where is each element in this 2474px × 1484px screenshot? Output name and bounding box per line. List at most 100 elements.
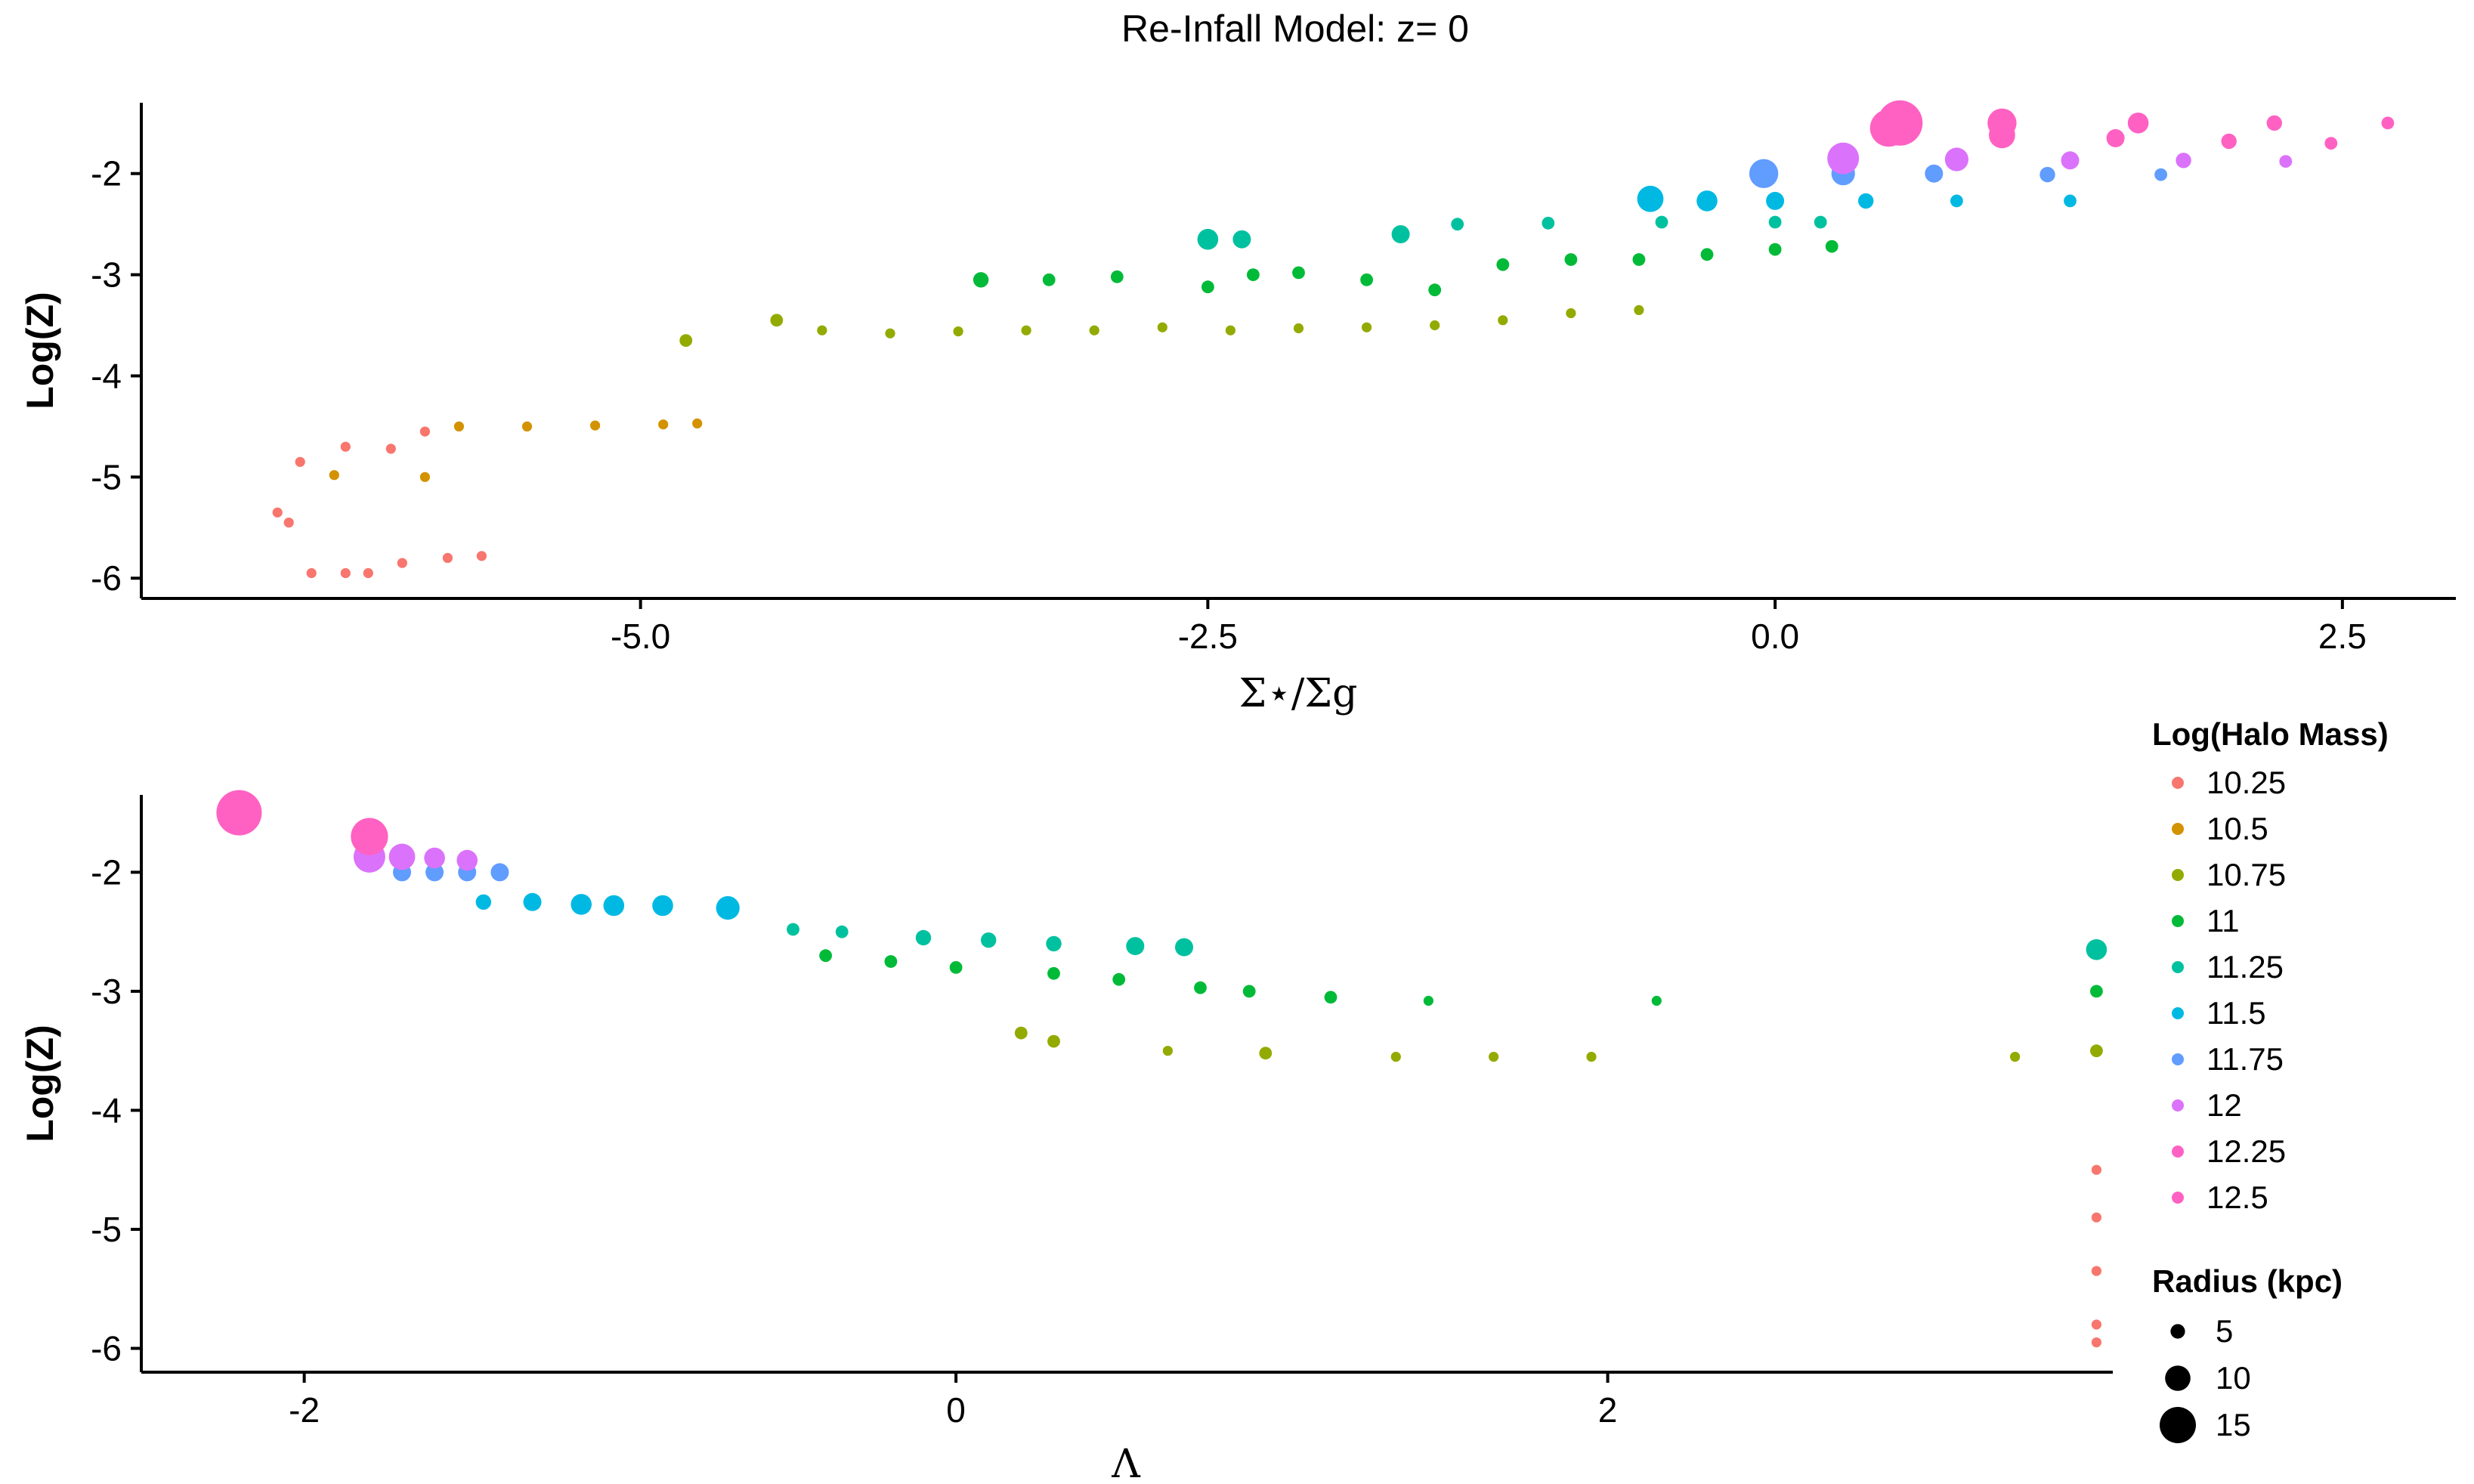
bottom-data-point <box>2091 1319 2101 1330</box>
top-data-point <box>2061 151 2080 170</box>
top-data-point <box>1925 164 1944 183</box>
top-data-point <box>385 444 396 454</box>
legend-color-swatch <box>2172 777 2184 789</box>
top-data-point <box>1110 270 1124 283</box>
legend-size-title: Radius (kpc) <box>2152 1263 2343 1299</box>
top-data-point <box>1232 230 1251 249</box>
legend-color-swatch <box>2172 1007 2184 1019</box>
top-data-point <box>590 420 601 431</box>
top-data-point <box>1766 191 1785 210</box>
top-x-axis-title: Σ⋆/Σg <box>1239 671 1358 716</box>
top-y-axis-title: Log(Z) <box>19 292 61 409</box>
top-data-point <box>521 421 533 432</box>
top-data-point <box>2279 155 2293 168</box>
bottom-data-point <box>475 894 491 910</box>
bottom-data-point <box>1175 938 1193 957</box>
top-data-point <box>1089 325 1099 335</box>
legend-color-label: 12.5 <box>2206 1179 2268 1215</box>
top-data-point <box>2221 133 2237 150</box>
top-data-point <box>1157 322 1167 332</box>
bottom-data-point <box>424 847 445 869</box>
bottom-data-point <box>1242 985 1256 998</box>
top-data-point <box>1362 322 1372 332</box>
legend-color-swatch <box>2172 869 2184 881</box>
bottom-data-point <box>949 961 963 974</box>
top-data-point <box>340 441 351 452</box>
top-data-point <box>1566 308 1576 319</box>
top-data-point <box>1944 147 1968 172</box>
bottom-data-point <box>819 949 832 963</box>
legend-color-swatch <box>2172 1145 2184 1158</box>
legend-size-label: 10 <box>2216 1360 2251 1396</box>
bottom-data-point <box>2010 1052 2021 1062</box>
bottom-data-point <box>1324 991 1338 1004</box>
bottom-data-point <box>490 863 509 882</box>
top-y-tick-label: -3 <box>91 255 122 295</box>
top-y-tick-label: -4 <box>91 356 122 395</box>
bottom-points <box>216 790 2108 1348</box>
top-data-point <box>1225 325 1235 335</box>
top-data-point <box>419 471 431 482</box>
legend-size-entries: 5 10 15 <box>2160 1313 2251 1443</box>
top-data-point <box>397 558 407 568</box>
top-data-point <box>1632 253 1646 266</box>
top-data-point <box>1197 228 1219 250</box>
top-data-point <box>1749 159 1779 188</box>
bottom-data-point <box>915 929 932 946</box>
top-data-point <box>1021 325 1031 335</box>
top-y-ticks: -2 -3 -4 -5 -6 <box>91 154 141 598</box>
bottom-y-tick-label: -4 <box>91 1090 122 1130</box>
legend-size-swatch <box>2165 1365 2191 1391</box>
legend-size-label: 5 <box>2216 1313 2233 1349</box>
legend-color-title: Log(Halo Mass) <box>2152 716 2389 752</box>
bottom-y-axis-title: Log(Z) <box>19 1025 61 1142</box>
bottom-data-point <box>2086 939 2108 960</box>
bottom-data-point <box>2091 1266 2101 1276</box>
top-data-point <box>1428 283 1442 297</box>
top-data-point <box>817 325 827 335</box>
bottom-data-point <box>1586 1052 1597 1062</box>
top-data-point <box>1827 142 1860 175</box>
top-data-point <box>1768 243 1782 256</box>
top-data-point <box>2106 128 2125 147</box>
bottom-data-point <box>571 894 592 915</box>
bottom-data-point <box>1651 995 1662 1006</box>
top-data-point <box>1987 108 2017 138</box>
bottom-data-point <box>523 892 542 911</box>
legend-size-swatch <box>2160 1407 2196 1443</box>
top-data-point <box>2127 113 2149 134</box>
bottom-data-point <box>1259 1047 1273 1060</box>
bottom-data-point <box>2091 1337 2101 1348</box>
legend-color-label: 10.75 <box>2206 857 2286 892</box>
bottom-data-point <box>2090 985 2103 998</box>
top-data-point <box>2154 168 2168 181</box>
top-data-point <box>1950 194 1963 208</box>
top-y-tick-label: -5 <box>91 457 122 496</box>
top-data-point <box>272 507 283 518</box>
bottom-y-tick-label: -5 <box>91 1210 122 1249</box>
bottom-data-point <box>884 955 898 968</box>
top-data-point <box>283 518 294 528</box>
top-data-point <box>1768 215 1782 229</box>
top-data-point <box>295 456 305 467</box>
top-panel: -5.0 -2.5 0.0 2.5 -2 -3 -4 -5 -6 Σ⋆/Σg Log(Z) <box>19 100 2456 716</box>
legend-color-label: 10.5 <box>2206 811 2268 846</box>
top-data-point <box>1696 190 1718 212</box>
top-data-point <box>1825 240 1838 253</box>
top-data-point <box>1496 258 1510 271</box>
top-data-point <box>2176 153 2191 168</box>
top-data-point <box>953 326 963 337</box>
top-data-point <box>476 551 487 561</box>
bottom-data-point <box>1112 972 1126 986</box>
legend-color-label: 10.25 <box>2206 765 2286 800</box>
bottom-data-point <box>1047 1034 1060 1048</box>
bottom-data-point <box>1046 935 1062 952</box>
bottom-data-point <box>216 790 262 836</box>
top-data-point <box>1814 215 1827 229</box>
top-x-tick-label: -2.5 <box>1178 617 1238 656</box>
top-data-point <box>692 418 703 429</box>
bottom-data-point <box>787 923 799 936</box>
bottom-y-tick-label: -2 <box>91 852 122 892</box>
legend-color-swatch <box>2172 823 2184 835</box>
